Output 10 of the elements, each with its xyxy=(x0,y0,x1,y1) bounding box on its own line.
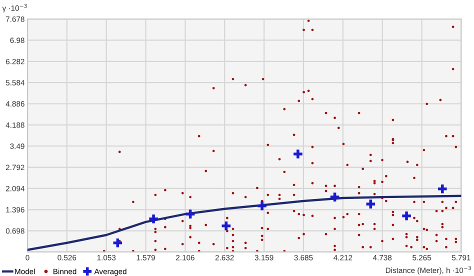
point xyxy=(112,237,124,249)
point xyxy=(364,198,376,210)
point xyxy=(184,208,196,220)
point xyxy=(256,200,268,212)
point xyxy=(329,191,341,203)
point xyxy=(436,183,448,195)
point xyxy=(292,148,304,160)
point xyxy=(220,220,232,232)
point xyxy=(400,210,412,222)
point xyxy=(148,213,160,225)
